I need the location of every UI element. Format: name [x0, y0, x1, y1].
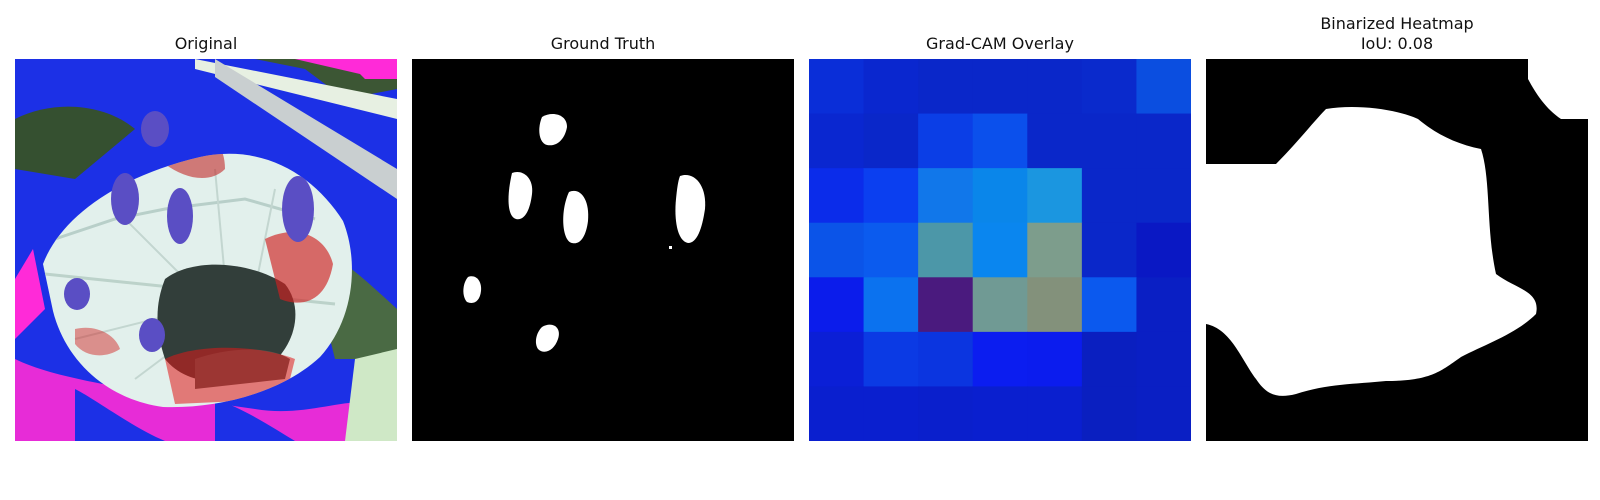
gradcam-cell-r1-c5 — [1082, 114, 1137, 169]
panel-title-gradcam-overlay: Grad-CAM Overlay — [809, 34, 1191, 53]
gradcam-heatmap — [809, 59, 1191, 441]
panel-title-original: Original — [15, 34, 397, 53]
gradcam-cell-r1-c1 — [864, 114, 919, 169]
gradcam-cell-r0-c0 — [809, 59, 864, 114]
gradcam-cell-r5-c4 — [1027, 332, 1082, 387]
gradcam-cell-r1-c2 — [918, 114, 973, 169]
gradcam-overlay-panel — [809, 59, 1191, 441]
gradcam-cell-r5-c3 — [973, 332, 1028, 387]
gradcam-cell-r0-c4 — [1027, 59, 1082, 114]
gradcam-cell-r4-c4 — [1027, 277, 1082, 332]
panel-title-ground-truth: Ground Truth — [412, 34, 794, 53]
gradcam-cell-r6-c1 — [864, 386, 919, 441]
gradcam-cell-r2-c3 — [973, 168, 1028, 223]
gradcam-cell-r3-c0 — [809, 223, 864, 278]
gradcam-cell-r1-c3 — [973, 114, 1028, 169]
gradcam-cell-r6-c3 — [973, 386, 1028, 441]
gradcam-cell-r3-c4 — [1027, 223, 1082, 278]
gradcam-cell-r2-c6 — [1136, 168, 1191, 223]
ground-truth-panel — [412, 59, 794, 441]
gradcam-cell-r0-c1 — [864, 59, 919, 114]
gradcam-cell-r2-c4 — [1027, 168, 1082, 223]
gradcam-cell-r0-c5 — [1082, 59, 1137, 114]
gradcam-cell-r3-c2 — [918, 223, 973, 278]
gradcam-cell-r5-c5 — [1082, 332, 1137, 387]
panel-title-binarized-heatmap: Binarized Heatmap — [1206, 14, 1588, 33]
gradcam-cell-r0-c6 — [1136, 59, 1191, 114]
gradcam-cell-r5-c6 — [1136, 332, 1191, 387]
gradcam-cell-r4-c0 — [809, 277, 864, 332]
gradcam-cell-r5-c2 — [918, 332, 973, 387]
binarized-heatmap-mask — [1206, 59, 1588, 441]
gradcam-cell-r2-c2 — [918, 168, 973, 223]
gradcam-cell-r6-c0 — [809, 386, 864, 441]
ground-truth-mask — [412, 59, 794, 441]
gradcam-cell-r0-c3 — [973, 59, 1028, 114]
gradcam-cell-r3-c3 — [973, 223, 1028, 278]
gradcam-cell-r6-c5 — [1082, 386, 1137, 441]
gradcam-cell-r5-c0 — [809, 332, 864, 387]
gradcam-cell-r1-c0 — [809, 114, 864, 169]
gradcam-cell-r2-c0 — [809, 168, 864, 223]
gradcam-cell-r4-c1 — [864, 277, 919, 332]
gradcam-cell-r4-c5 — [1082, 277, 1137, 332]
lesion-mask-speck — [669, 246, 672, 249]
gradcam-cell-r4-c2 — [918, 277, 973, 332]
original-image-panel — [15, 59, 397, 441]
gradcam-cell-r6-c2 — [918, 386, 973, 441]
gradcam-cell-r2-c5 — [1082, 168, 1137, 223]
gradcam-cell-r3-c1 — [864, 223, 919, 278]
binarized-heatmap-panel — [1206, 59, 1588, 441]
gradcam-cell-r5-c1 — [864, 332, 919, 387]
gradcam-cell-r3-c6 — [1136, 223, 1191, 278]
gradcam-cell-r4-c3 — [973, 277, 1028, 332]
gradcam-cell-r6-c6 — [1136, 386, 1191, 441]
gradcam-cell-r6-c4 — [1027, 386, 1082, 441]
gradcam-cell-r2-c1 — [864, 168, 919, 223]
gradcam-cell-r3-c5 — [1082, 223, 1137, 278]
gradcam-cell-r1-c6 — [1136, 114, 1191, 169]
panel-subtitle-iou: IoU: 0.08 — [1206, 34, 1588, 53]
gradcam-cell-r0-c2 — [918, 59, 973, 114]
lesion-mask-5 — [463, 276, 481, 303]
gradcam-cell-r4-c6 — [1136, 277, 1191, 332]
gradcam-cell-r1-c4 — [1027, 114, 1082, 169]
original-leaf-image — [15, 59, 397, 441]
